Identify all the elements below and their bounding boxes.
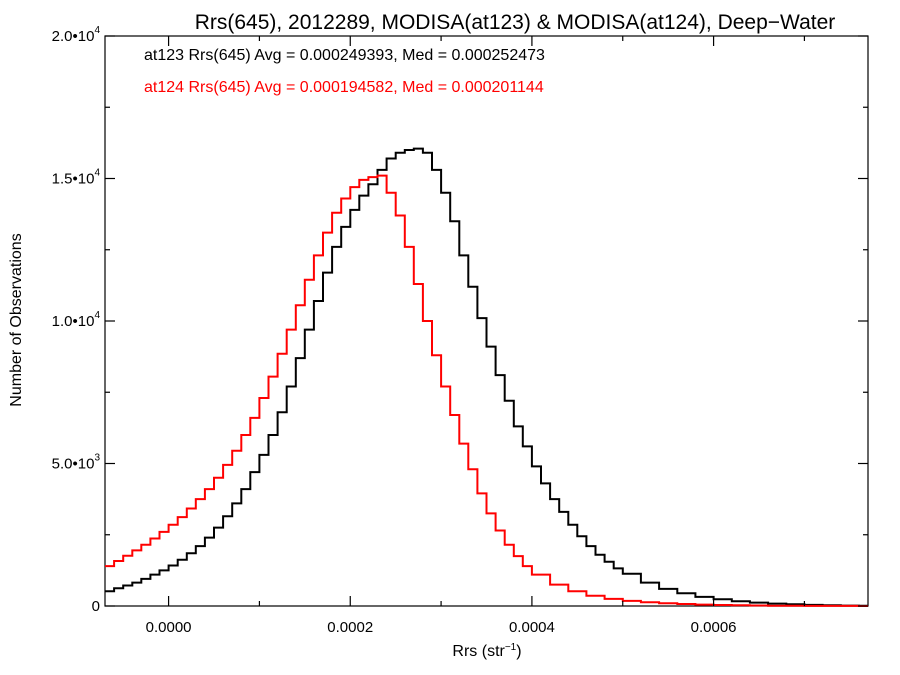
y-tick-label: 0 [92, 598, 100, 615]
ticks-group: 0.0000 0.0002 0.0004 0.000605.0•1031.0•1041… [52, 25, 868, 636]
series-group [105, 147, 868, 607]
series-line-at124 [105, 174, 868, 607]
series-line-at123 [105, 147, 868, 607]
y-tick-label-sup: 4 [94, 25, 100, 36]
x-axis-label: Rrs (str−1) [452, 642, 521, 660]
x-tick-label: 0.0006 [691, 619, 737, 636]
x-axis-label-base: Rrs (str [452, 643, 505, 660]
y-tick-label-base: 5.0•10 [52, 456, 95, 473]
y-tick-label: 1.5•104 [52, 168, 101, 188]
x-tick-label: 0.0000 [146, 619, 192, 636]
y-tick-label-base: 1.5•10 [52, 171, 95, 188]
y-tick-label: 5.0•103 [52, 453, 101, 473]
x-axis-label-sup: −1 [505, 642, 517, 653]
y-tick-label-sup: 4 [94, 168, 100, 179]
chart-title: Rrs(645), 2012289, MODISA(at123) & MODIS… [195, 11, 836, 34]
y-tick-label-base: 2.0•10 [52, 28, 95, 45]
y-tick-label: 1.0•104 [52, 310, 101, 330]
y-tick-label-sup: 3 [94, 453, 100, 464]
x-tick-label: 0.0004 [509, 619, 555, 636]
plot-area: 0.0000 0.0002 0.0004 0.000605.0•1031.0•1041… [52, 25, 869, 636]
y-tick-label-sup: 4 [94, 310, 100, 321]
y-tick-label-base: 1.0•10 [52, 313, 95, 330]
legend-entry-at123: at123 Rrs(645) Avg = 0.000249393, Med = … [144, 47, 545, 64]
y-tick-label: 2.0•104 [52, 25, 101, 45]
y-tick-label-base: 0 [92, 598, 100, 615]
legend-entry-at124: at124 Rrs(645) Avg = 0.000194582, Med = … [144, 79, 544, 96]
y-axis-label: Number of Observations [8, 233, 25, 406]
x-axis-label-tail: ) [516, 643, 521, 660]
x-tick-label: 0.0002 [327, 619, 373, 636]
